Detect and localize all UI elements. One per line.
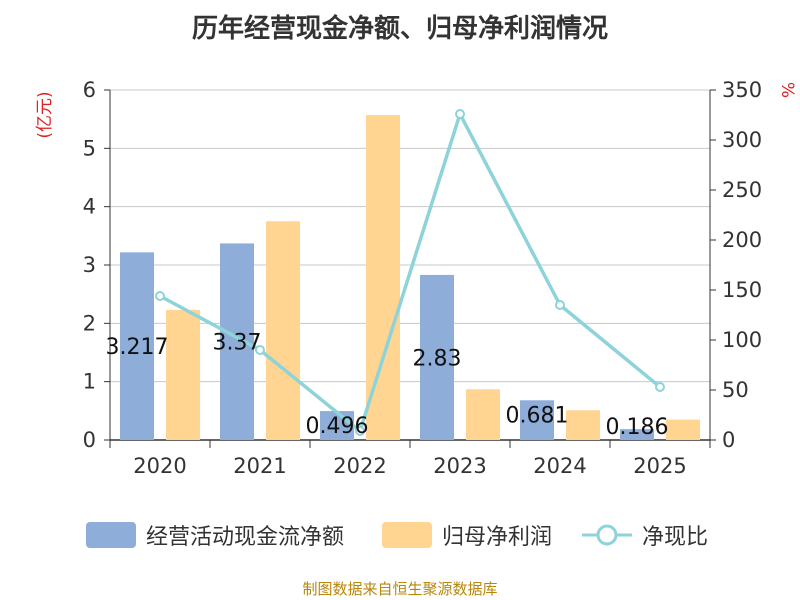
data-label: 3.37 bbox=[213, 331, 262, 356]
y-right-tick-label: 0 bbox=[722, 428, 735, 452]
bar-cashflow bbox=[320, 411, 354, 440]
data-label: 0.186 bbox=[606, 415, 669, 440]
bar-cashflow bbox=[620, 429, 654, 440]
x-tick-label: 2020 bbox=[133, 454, 186, 478]
y-left-axis-title: (亿元) bbox=[35, 91, 55, 138]
y-right-tick-label: 100 bbox=[722, 328, 762, 352]
bar-profit bbox=[166, 309, 200, 440]
ratio-point bbox=[655, 382, 665, 392]
x-tick-label: 2023 bbox=[433, 454, 486, 478]
ratio-line bbox=[159, 112, 662, 433]
legend-swatch-profit bbox=[382, 522, 432, 548]
bar-profit bbox=[466, 389, 500, 440]
y-right-tick-label: 150 bbox=[722, 278, 762, 302]
bar-cashflow bbox=[220, 243, 254, 440]
y-right-tick-label: 200 bbox=[722, 228, 762, 252]
legend-swatch-cashflow bbox=[86, 522, 136, 548]
y-left-tick-label: 1 bbox=[83, 370, 96, 394]
ratio-point bbox=[255, 345, 265, 355]
y-right-axis-title: % bbox=[777, 82, 797, 98]
data-label: 3.217 bbox=[106, 335, 169, 360]
y-left-tick-label: 2 bbox=[83, 311, 96, 335]
bar-cashflow bbox=[520, 400, 554, 440]
bar-profit bbox=[666, 419, 700, 440]
data-label: 0.681 bbox=[506, 403, 569, 428]
legend-item-cashflow[interactable]: 经营活动现金流净额 bbox=[86, 517, 344, 553]
ratio-point bbox=[155, 291, 165, 301]
legend-item-profit[interactable]: 归母净利润 bbox=[382, 517, 552, 553]
y-right-tick-label: 50 bbox=[722, 378, 749, 402]
data-label: 0.496 bbox=[306, 414, 369, 439]
bar-cashflow bbox=[420, 274, 454, 440]
legend-label-profit: 归母净利润 bbox=[442, 525, 553, 550]
bar-profit bbox=[566, 410, 600, 440]
y-left-tick-label: 5 bbox=[83, 136, 96, 160]
chart-title: 历年经营现金净额、归母净利润情况 bbox=[191, 14, 608, 44]
source-note: 制图数据来自恒生聚源数据库 bbox=[302, 580, 498, 598]
y-right-tick-label: 350 bbox=[722, 78, 762, 102]
ratio-point bbox=[455, 109, 465, 119]
x-tick-label: 2025 bbox=[633, 454, 686, 478]
y-left-tick-label: 4 bbox=[83, 195, 96, 219]
y-left-tick-label: 0 bbox=[83, 428, 96, 452]
bar-cashflow bbox=[120, 252, 154, 440]
ratio-point bbox=[355, 426, 365, 436]
legend-label-cashflow: 经营活动现金流净额 bbox=[146, 525, 345, 550]
y-left-tick-label: 3 bbox=[83, 253, 96, 277]
y-left-tick-label: 6 bbox=[83, 78, 96, 102]
data-label: 2.83 bbox=[413, 346, 462, 371]
x-tick-label: 2021 bbox=[233, 454, 286, 478]
legend-label-ratio: 净现比 bbox=[642, 525, 709, 550]
x-tick-label: 2024 bbox=[533, 454, 586, 478]
bar-profit bbox=[366, 115, 400, 440]
y-right-tick-label: 250 bbox=[722, 178, 762, 202]
x-tick-label: 2022 bbox=[333, 454, 386, 478]
y-right-tick-label: 300 bbox=[722, 128, 762, 152]
legend-swatch-ratio bbox=[582, 522, 632, 548]
ratio-point bbox=[555, 300, 565, 310]
legend-item-ratio[interactable]: 净现比 bbox=[582, 517, 708, 553]
bar-profit bbox=[266, 221, 300, 440]
